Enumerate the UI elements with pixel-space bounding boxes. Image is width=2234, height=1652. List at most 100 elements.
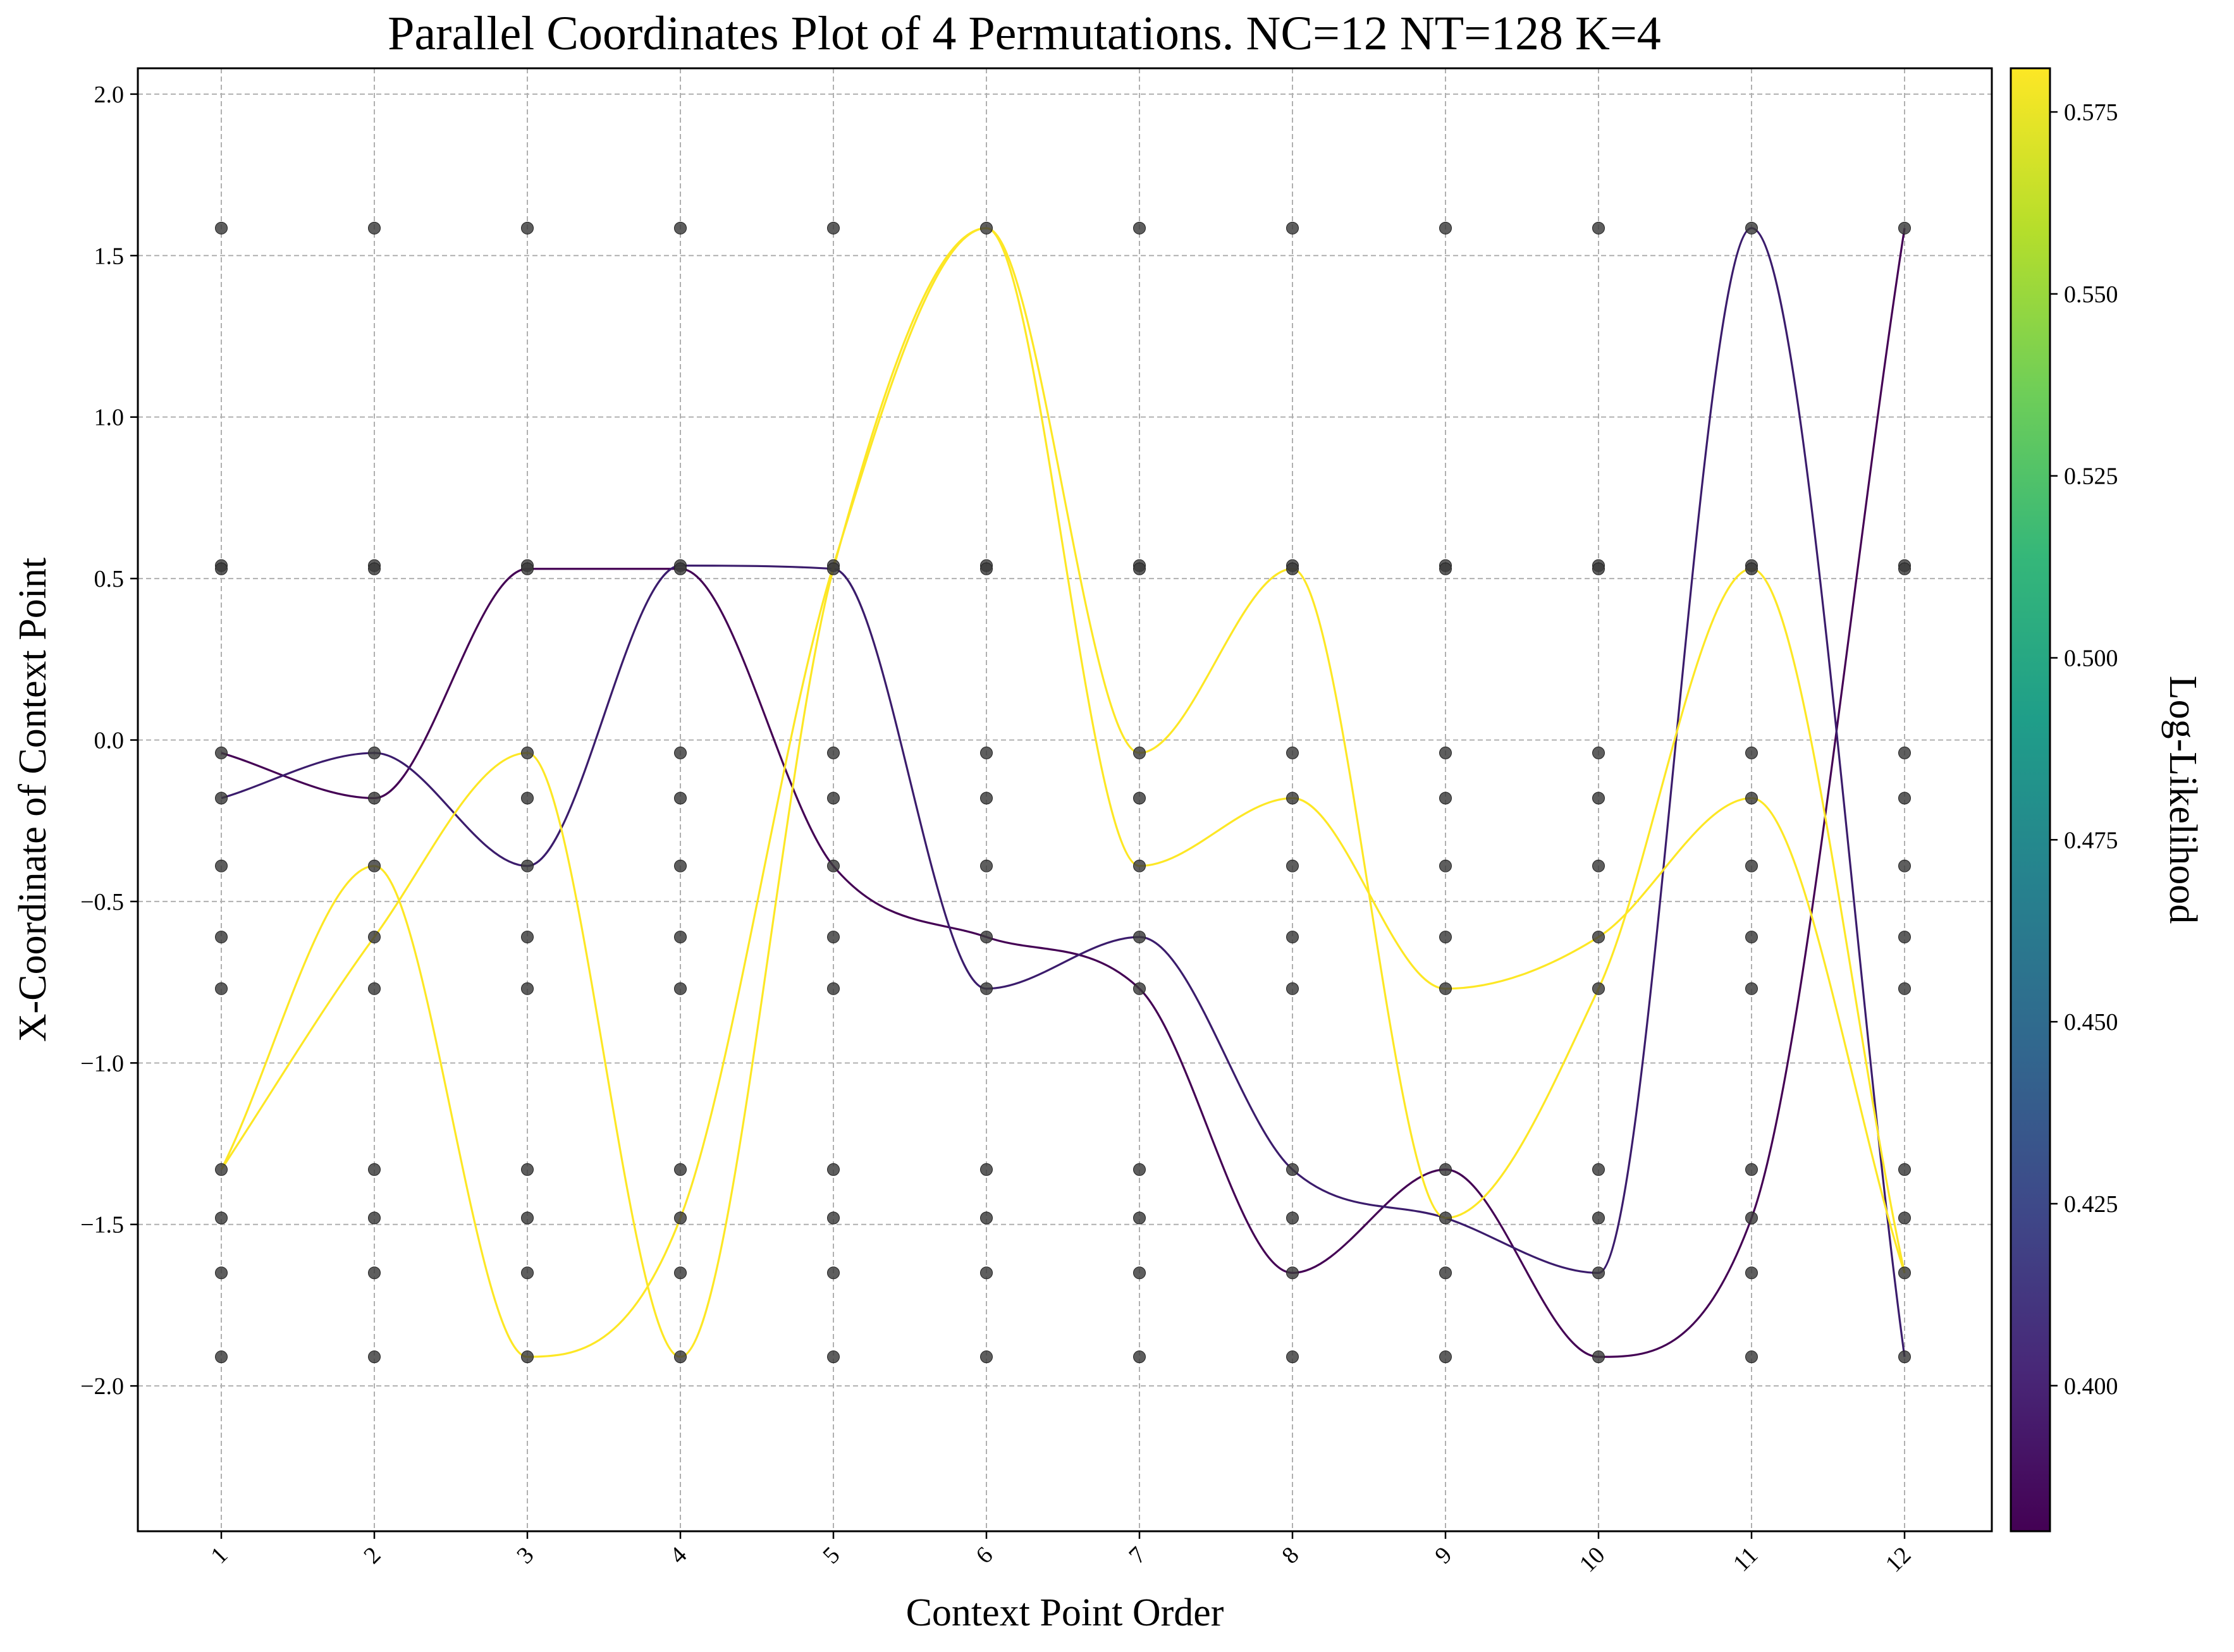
context-point bbox=[1439, 859, 1452, 872]
context-point bbox=[1592, 1266, 1605, 1280]
context-point bbox=[215, 221, 228, 235]
colorbar-tick-label: 0.450 bbox=[2064, 1009, 2118, 1036]
colorbar-tick-label: 0.525 bbox=[2064, 463, 2118, 490]
context-point bbox=[1286, 1211, 1299, 1225]
context-point bbox=[368, 562, 381, 575]
context-point bbox=[368, 1163, 381, 1176]
context-point bbox=[215, 1211, 228, 1225]
context-point bbox=[827, 1163, 840, 1176]
permutation-line bbox=[221, 227, 1906, 1357]
context-point bbox=[1745, 1266, 1758, 1280]
context-point bbox=[1745, 562, 1758, 575]
context-point bbox=[1592, 1350, 1605, 1364]
context-point bbox=[368, 1350, 381, 1364]
context-point bbox=[521, 746, 534, 759]
context-point bbox=[521, 1211, 534, 1225]
context-point bbox=[1898, 792, 1911, 805]
context-point bbox=[674, 982, 687, 995]
context-point bbox=[674, 859, 687, 872]
context-point bbox=[368, 1266, 381, 1280]
context-point bbox=[1439, 746, 1452, 759]
context-point bbox=[1592, 1211, 1605, 1225]
context-point bbox=[215, 1350, 228, 1364]
context-point bbox=[215, 1163, 228, 1176]
context-point bbox=[1745, 1163, 1758, 1176]
context-point bbox=[215, 982, 228, 995]
context-point bbox=[1898, 1266, 1911, 1280]
y-tick-label: 1.5 bbox=[94, 243, 125, 269]
context-point bbox=[1133, 1350, 1146, 1364]
colorbar bbox=[2010, 67, 2051, 1533]
context-point bbox=[368, 982, 381, 995]
context-point bbox=[1133, 562, 1146, 575]
context-point bbox=[1286, 1266, 1299, 1280]
context-point bbox=[674, 931, 687, 944]
context-point bbox=[521, 1350, 534, 1364]
colorbar-label: Log-Likelihood bbox=[2161, 676, 2204, 924]
context-point bbox=[827, 792, 840, 805]
context-point bbox=[1133, 931, 1146, 944]
context-point bbox=[215, 746, 228, 759]
context-point bbox=[1898, 859, 1911, 872]
context-point bbox=[368, 931, 381, 944]
context-point bbox=[1286, 1163, 1299, 1176]
context-point bbox=[1745, 1350, 1758, 1364]
context-point bbox=[1439, 1266, 1452, 1280]
y-axis-ticks: 2.0 1.5 1.0 0.5 0.0 −0.5 −1.0 −1.5 −2.0 bbox=[80, 82, 138, 1400]
context-point bbox=[827, 1350, 840, 1364]
colorbar-tick-label: 0.475 bbox=[2064, 827, 2118, 854]
context-point bbox=[521, 931, 534, 944]
context-point bbox=[1898, 746, 1911, 759]
context-point bbox=[1286, 792, 1299, 805]
context-point bbox=[1898, 562, 1911, 575]
context-point bbox=[521, 1163, 534, 1176]
colorbar-tick-label: 0.500 bbox=[2064, 646, 2118, 672]
context-point bbox=[980, 562, 993, 575]
context-point bbox=[1898, 982, 1911, 995]
context-point bbox=[827, 859, 840, 872]
context-point bbox=[1745, 859, 1758, 872]
y-tick-label: 2.0 bbox=[94, 82, 125, 108]
x-axis-ticks: 1 2 3 4 5 6 7 8 9 10 11 12 bbox=[206, 1531, 1916, 1577]
x-tick-label: 8 bbox=[1277, 1542, 1304, 1569]
context-point bbox=[1133, 859, 1146, 872]
context-point bbox=[674, 221, 687, 235]
context-point bbox=[1286, 982, 1299, 995]
context-point bbox=[521, 859, 534, 872]
y-axis-label: X-Coordinate of Context Point bbox=[11, 558, 54, 1042]
x-tick-label: 10 bbox=[1574, 1542, 1611, 1578]
permutation-lines bbox=[220, 227, 1906, 1358]
context-point bbox=[1898, 1163, 1911, 1176]
context-point bbox=[521, 562, 534, 575]
colorbar-tick-label: 0.425 bbox=[2064, 1191, 2118, 1218]
context-point bbox=[1286, 931, 1299, 944]
y-tick-label: 0.5 bbox=[94, 566, 125, 592]
permutation-line bbox=[220, 227, 1906, 1358]
context-point bbox=[674, 1266, 687, 1280]
chart-title: Parallel Coordinates Plot of 4 Permutati… bbox=[388, 7, 1661, 60]
context-point bbox=[980, 931, 993, 944]
context-point bbox=[1286, 1350, 1299, 1364]
x-tick-label: 11 bbox=[1728, 1542, 1764, 1577]
context-point bbox=[674, 1211, 687, 1225]
context-point bbox=[1745, 1211, 1758, 1225]
context-point bbox=[1592, 859, 1605, 872]
x-tick-label: 2 bbox=[359, 1542, 386, 1569]
colorbar-ticks: 0.575 0.550 0.525 0.500 0.475 0.450 0.425 0.400 bbox=[2050, 99, 2118, 1400]
context-point bbox=[1592, 792, 1605, 805]
context-point bbox=[1286, 859, 1299, 872]
context-point bbox=[215, 931, 228, 944]
y-tick-label: −1.5 bbox=[80, 1212, 124, 1239]
x-tick-label: 7 bbox=[1124, 1542, 1151, 1569]
x-tick-label: 5 bbox=[818, 1542, 845, 1569]
context-point bbox=[827, 221, 840, 235]
context-point bbox=[1745, 931, 1758, 944]
context-point bbox=[215, 792, 228, 805]
context-point bbox=[368, 221, 381, 235]
colorbar-tick-label: 0.550 bbox=[2064, 281, 2118, 308]
context-point bbox=[674, 792, 687, 805]
permutation-line bbox=[220, 227, 1906, 1358]
context-point bbox=[368, 792, 381, 805]
context-point bbox=[827, 931, 840, 944]
